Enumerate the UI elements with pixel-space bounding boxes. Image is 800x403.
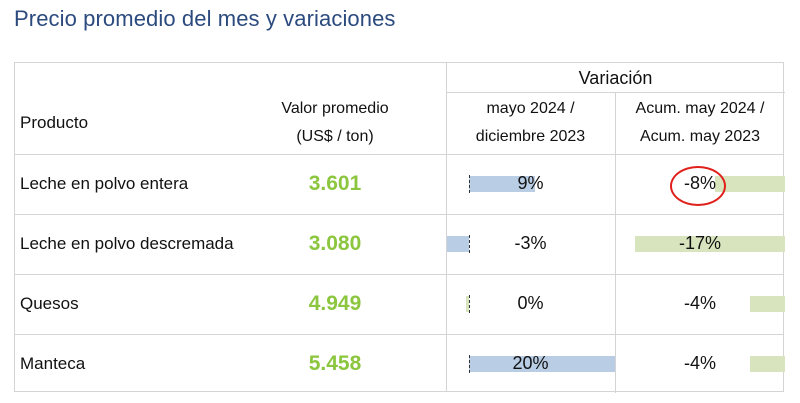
variacion-group-header: Variación xyxy=(578,67,653,88)
monthly-variation-value: 0% xyxy=(517,293,544,313)
row-divider xyxy=(15,214,783,215)
table-row: Leche en polvo entera 3.601 9% -8% xyxy=(15,154,785,214)
header-divider xyxy=(15,154,783,155)
highlight-circle xyxy=(670,166,726,206)
valor-cell: 4.949 xyxy=(308,292,362,315)
monthly-variation-header: mayo 2024 / diciembre 2023 xyxy=(446,92,615,154)
page-title: Precio promedio del mes y variaciones xyxy=(14,6,396,31)
accum-variation-value: -17% xyxy=(678,233,722,253)
accum-variation-bar xyxy=(714,176,785,192)
accum-variation-value: -4% xyxy=(683,353,716,373)
monthly-variation-bar xyxy=(469,356,615,372)
valor-cell: 3.601 xyxy=(308,172,362,195)
monthly-variation-bar xyxy=(447,236,469,252)
monthly-zero-axis xyxy=(469,295,470,313)
valor-cell: 3.080 xyxy=(308,232,362,255)
valor-cell: 5.458 xyxy=(308,352,362,375)
table-row: Leche en polvo descremada 3.080 -3% -17% xyxy=(15,214,785,274)
column-divider xyxy=(615,92,616,393)
accum-variation-header: Acum. may 2024 / Acum. may 2023 xyxy=(615,92,785,154)
producto-cell: Leche en polvo entera xyxy=(20,174,189,193)
table-row: Quesos 4.949 0% -4% xyxy=(15,274,785,334)
accum-header-line1: Acum. may 2024 / xyxy=(635,100,765,117)
monthly-variation-value: 9% xyxy=(517,173,544,193)
monthly-header-line1: mayo 2024 / xyxy=(486,100,575,117)
accum-variation-bar xyxy=(749,296,785,312)
row-divider xyxy=(15,274,783,275)
monthly-variation-value: 20% xyxy=(512,353,549,373)
monthly-variation-bar xyxy=(466,296,469,312)
producto-cell: Leche en polvo descremada xyxy=(20,234,234,253)
monthly-zero-axis xyxy=(469,355,470,373)
monthly-variation-bar xyxy=(469,176,535,192)
column-divider xyxy=(446,63,447,391)
producto-cell: Manteca xyxy=(20,354,86,373)
valor-header-line1: Valor promedio xyxy=(281,100,389,117)
producto-cell: Quesos xyxy=(20,294,79,313)
price-table: Variación Producto Valor promedio (US$ /… xyxy=(14,62,785,394)
row-divider xyxy=(15,334,783,335)
producto-header: Producto xyxy=(20,113,89,132)
valor-header: Valor promedio (US$ / ton) xyxy=(245,92,425,154)
accum-header-line2: Acum. may 2023 xyxy=(639,128,761,145)
monthly-variation-value: -3% xyxy=(514,233,547,253)
table-row: Manteca 5.458 20% -4% xyxy=(15,334,785,394)
valor-header-line2: (US$ / ton) xyxy=(296,128,374,145)
monthly-zero-axis xyxy=(469,175,470,193)
monthly-header-line2: diciembre 2023 xyxy=(475,128,586,145)
accum-variation-bar xyxy=(749,356,785,372)
accum-variation-value: -4% xyxy=(683,293,716,313)
accum-variation-bar xyxy=(635,236,785,252)
monthly-zero-axis xyxy=(469,235,470,253)
